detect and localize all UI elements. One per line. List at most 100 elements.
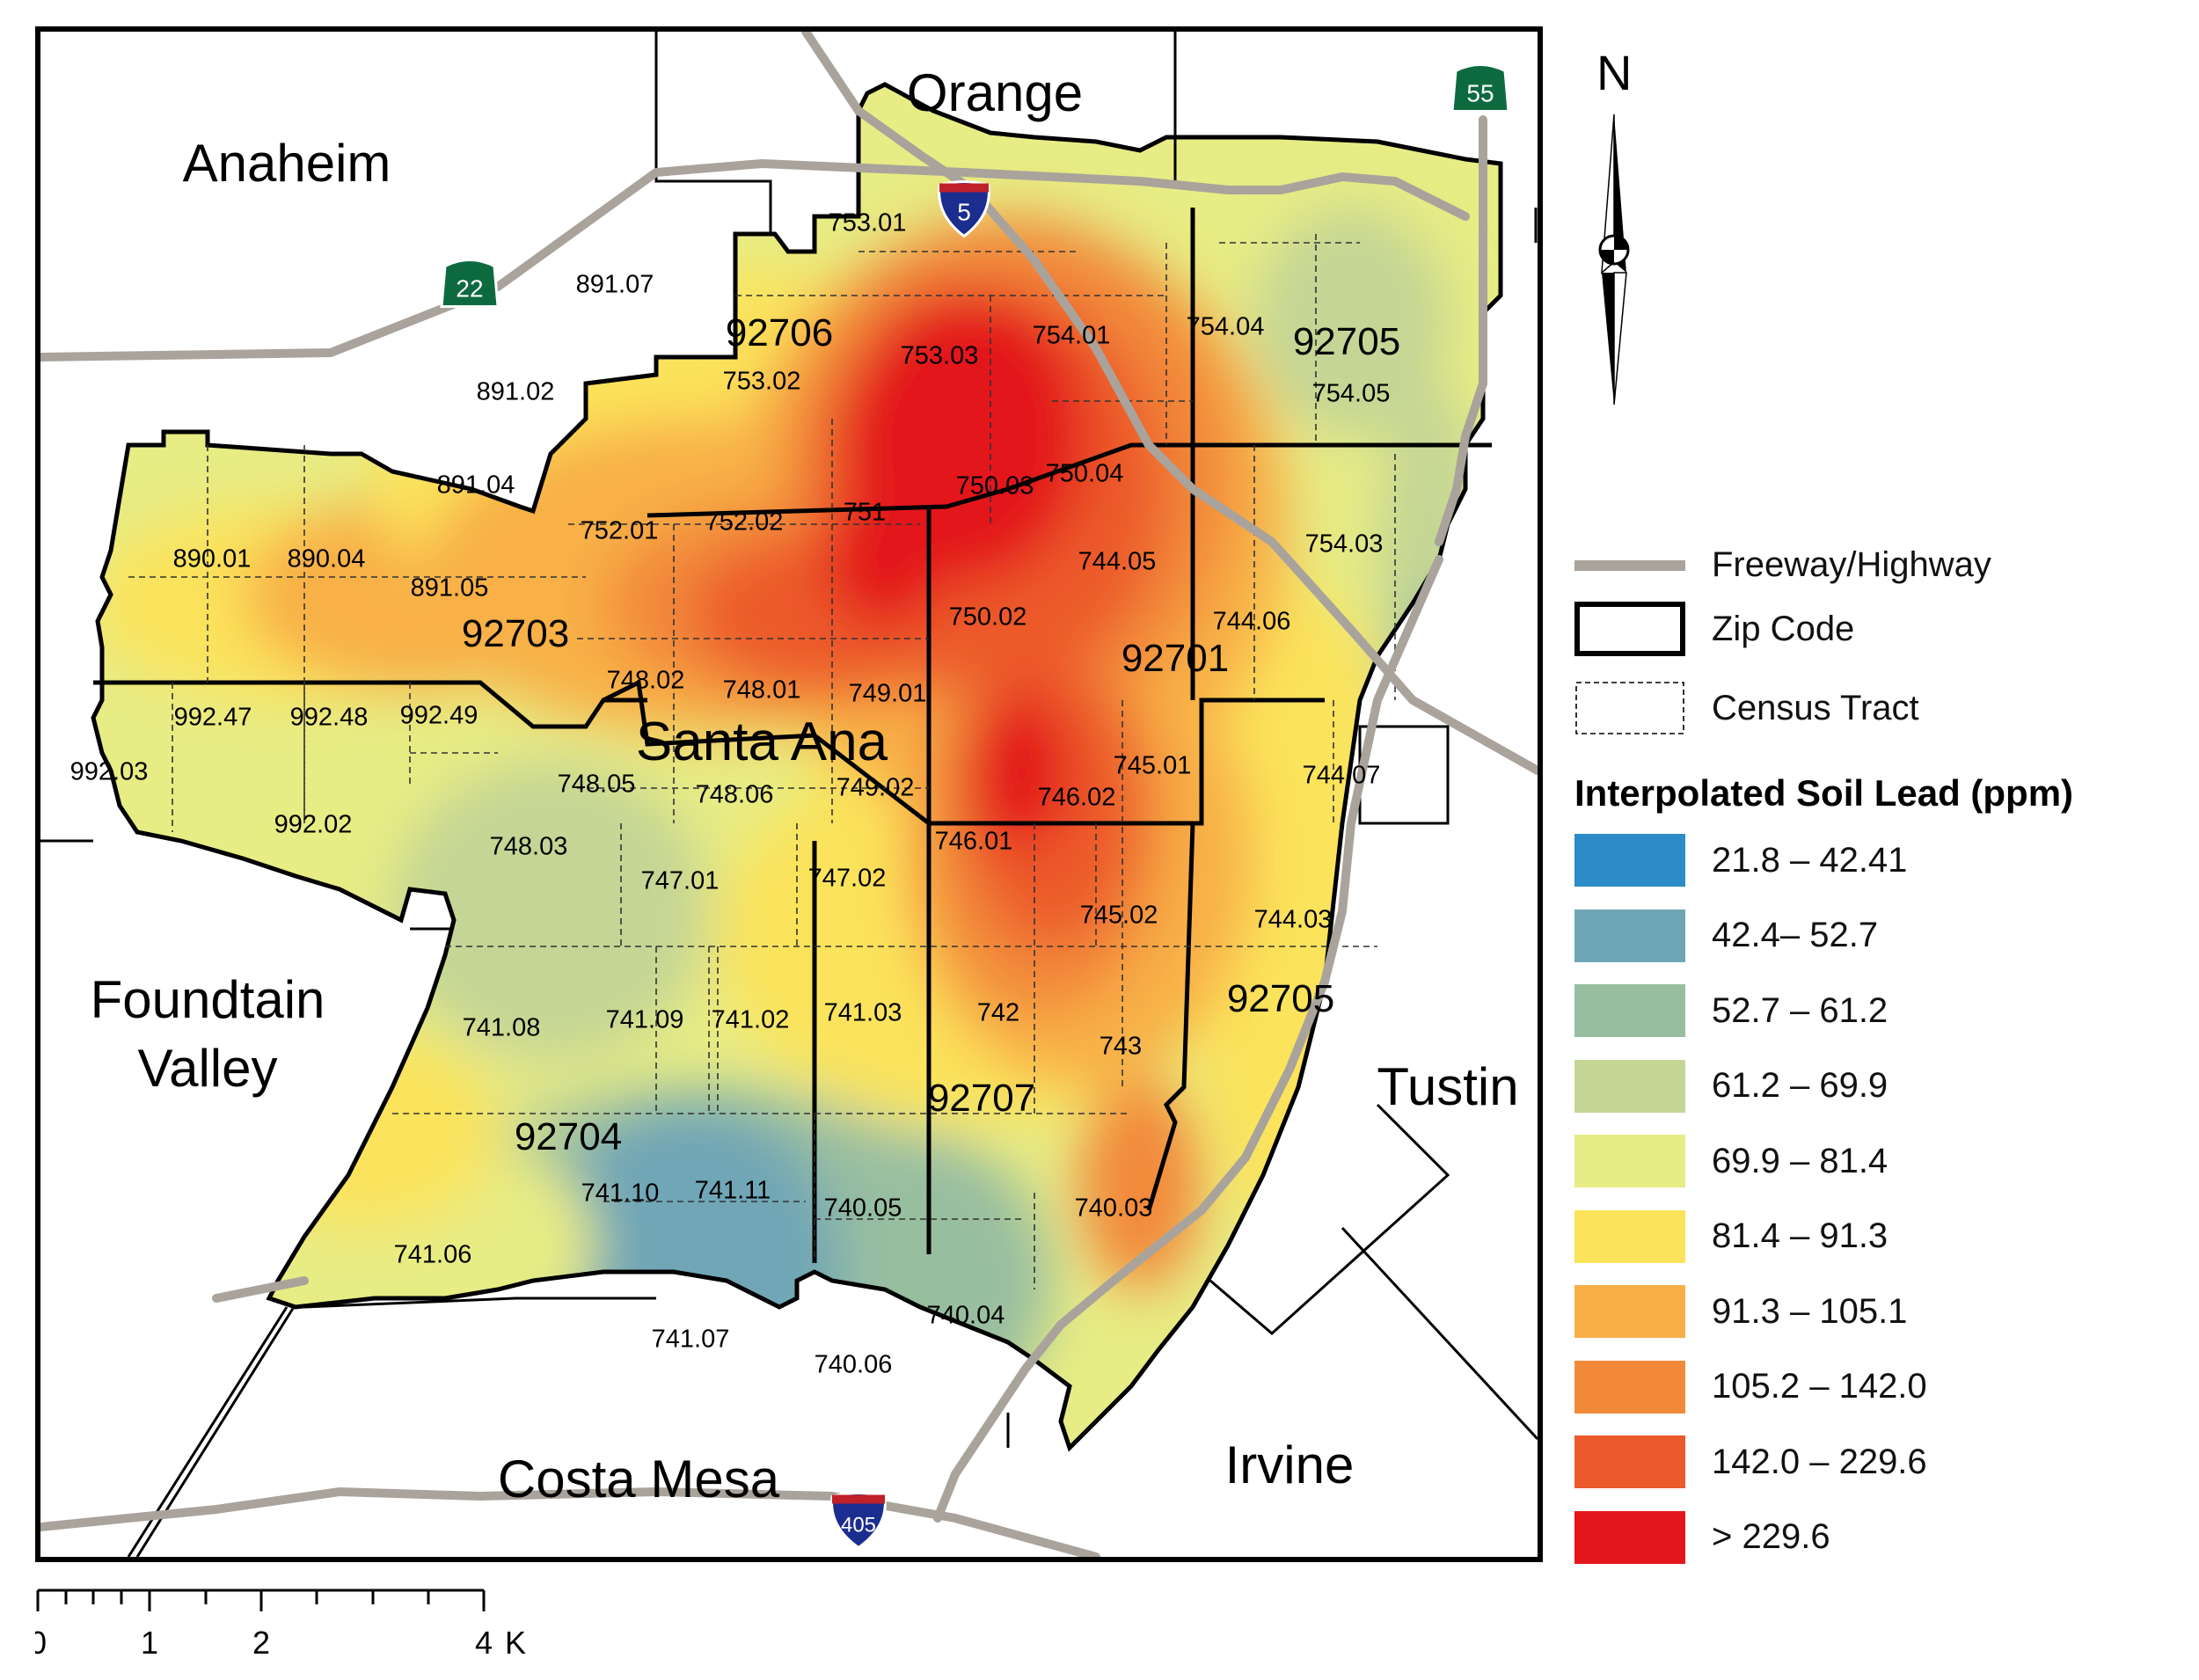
legend-class-label-3: 61.2 – 69.9 xyxy=(1712,1066,1889,1105)
legend-class-label-8: 142.0 – 229.6 xyxy=(1712,1442,1927,1481)
city-label-santa-ana: Santa Ana xyxy=(635,712,888,772)
legend-item-zip-code: Zip Code xyxy=(1574,602,1854,656)
city-label-fountain-valley: Foundtain Valley xyxy=(90,970,325,1098)
route-22-shield: 22 xyxy=(438,258,501,320)
scale-tick-4: 4 xyxy=(475,1625,493,1661)
tract-label: 752.02 xyxy=(705,508,784,537)
legend-swatch-4 xyxy=(1574,1135,1685,1187)
legend-tract-label: Census Tract xyxy=(1712,688,1919,727)
tract-label: 740.03 xyxy=(1074,1194,1153,1223)
tract-label: 742 xyxy=(976,998,1020,1027)
legend-class-2: 52.7 – 61.2 xyxy=(1574,984,1888,1037)
tract-label: 750.02 xyxy=(948,603,1027,632)
soil-lead-surface xyxy=(93,84,1501,1448)
svg-text:55: 55 xyxy=(1466,80,1494,107)
tract-label: 746.02 xyxy=(1037,783,1116,812)
legend-class-label-0: 21.8 – 42.41 xyxy=(1712,840,1908,880)
tract-label: 741.08 xyxy=(462,1013,541,1042)
legend-swatch-6 xyxy=(1574,1285,1685,1338)
north-arrow-icon xyxy=(1598,113,1630,405)
legend-class-9: > 229.6 xyxy=(1574,1510,1830,1564)
tract-label: 747.01 xyxy=(640,866,720,895)
legend-swatch-3 xyxy=(1574,1059,1685,1113)
tract-label: 752.01 xyxy=(580,516,659,545)
legend-class-label-9: > 229.6 xyxy=(1712,1517,1830,1556)
tract-label: 748.03 xyxy=(489,832,568,861)
legend-class-label-2: 52.7 – 61.2 xyxy=(1712,990,1889,1030)
census-tract-swatch xyxy=(1575,682,1684,734)
tract-label: 741.10 xyxy=(581,1179,660,1208)
tract-label: 740.06 xyxy=(814,1350,893,1379)
tract-label: 748.05 xyxy=(557,770,636,799)
tract-label: 992.48 xyxy=(289,703,369,732)
legend-freeway-label: Freeway/Highway xyxy=(1712,545,1991,584)
tract-label: 744.06 xyxy=(1212,607,1291,636)
tract-label: 744.03 xyxy=(1253,905,1333,934)
legend-swatch-7 xyxy=(1574,1360,1685,1413)
tract-label: 891.05 xyxy=(410,573,489,603)
tract-label: 891.02 xyxy=(476,377,555,406)
legend-class-5: 81.4 – 91.3 xyxy=(1574,1209,1889,1263)
legend-class-label-5: 81.4 – 91.3 xyxy=(1712,1216,1889,1255)
interstate-405-shield: 405 xyxy=(827,1492,890,1556)
legend-item-freeway: Freeway/Highway xyxy=(1574,545,1991,585)
tract-label: 890.04 xyxy=(287,544,366,573)
legend-title: Interpolated Soil Lead (ppm) xyxy=(1574,772,2074,814)
scale-tick-1: 1 xyxy=(141,1625,158,1661)
zip-code-boundaries xyxy=(91,82,1503,1452)
zip-label: 92701 xyxy=(1121,637,1230,680)
legend-class-label-1: 42.4– 52.7 xyxy=(1712,916,1879,954)
city-label-costa-mesa: Costa Mesa xyxy=(497,1450,780,1508)
legend-swatch-0 xyxy=(1574,834,1685,887)
legend-class-label-4: 69.9 – 81.4 xyxy=(1712,1141,1889,1180)
tract-label: 745.01 xyxy=(1113,751,1192,780)
scale-tick-2: 2 xyxy=(252,1625,270,1661)
tract-label: 751 xyxy=(843,498,887,527)
legend-class-label-7: 105.2 – 142.0 xyxy=(1712,1367,1927,1406)
tract-label: 741.09 xyxy=(605,1005,684,1034)
tract-label: 743 xyxy=(1099,1032,1143,1061)
zip-label: 92704 xyxy=(514,1115,623,1158)
legend-class-8: 142.0 – 229.6 xyxy=(1574,1435,1927,1488)
legend-swatch-5 xyxy=(1574,1209,1685,1263)
tract-label: 741.07 xyxy=(651,1325,730,1354)
zip-label: 92707 xyxy=(927,1077,1036,1120)
legend-class-4: 69.9 – 81.4 xyxy=(1574,1135,1888,1187)
tract-label: 748.01 xyxy=(722,676,801,705)
tract-label: 754.04 xyxy=(1186,312,1265,341)
tract-label: 754.05 xyxy=(1311,379,1391,408)
legend-class-label-6: 91.3 – 105.1 xyxy=(1712,1291,1908,1331)
tract-label: 746.01 xyxy=(934,827,1013,856)
zip-label: 92705 xyxy=(1292,320,1401,363)
tract-label: 992.49 xyxy=(399,701,479,730)
city-label-orange: Orange xyxy=(906,63,1084,122)
legend-class-6: 91.3 – 105.1 xyxy=(1574,1285,1907,1338)
legend-swatch-9 xyxy=(1574,1510,1685,1564)
city-label-tustin: Tustin xyxy=(1377,1057,1519,1116)
zip-code-swatch xyxy=(1574,602,1685,656)
zip-label: 92706 xyxy=(725,311,834,354)
tract-label: 741.06 xyxy=(393,1240,472,1269)
tract-label: 753.03 xyxy=(900,341,979,370)
tract-label: 745.02 xyxy=(1079,901,1158,930)
scale-bar: 0 1 2 4 Kilometers xyxy=(35,1589,528,1661)
tract-label: 753.02 xyxy=(722,367,801,396)
tract-label: 741.03 xyxy=(823,998,902,1027)
tract-label: 741.11 xyxy=(694,1176,771,1205)
tract-label: 754.03 xyxy=(1304,530,1384,559)
legend-swatch-8 xyxy=(1574,1435,1685,1488)
map-frame[interactable]: 5 22 55 405 Anaheim Orange Santa Ana Fou… xyxy=(35,26,1543,1562)
scale-tick-0: 0 xyxy=(35,1625,47,1661)
zip-label: 92705 xyxy=(1226,977,1335,1020)
svg-text:22: 22 xyxy=(456,275,483,303)
tract-label: 740.04 xyxy=(926,1301,1005,1330)
scale-unit: Kilometers xyxy=(505,1625,528,1661)
zip-label: 92703 xyxy=(461,612,570,655)
tract-label: 749.02 xyxy=(836,773,915,802)
map-canvas[interactable] xyxy=(40,32,1538,1557)
svg-text:405: 405 xyxy=(841,1514,876,1538)
legend-class-7: 105.2 – 142.0 xyxy=(1574,1360,1927,1413)
legend-swatch-2 xyxy=(1574,984,1685,1037)
tract-label: 890.01 xyxy=(172,544,252,573)
tract-label: 891.07 xyxy=(575,270,654,299)
